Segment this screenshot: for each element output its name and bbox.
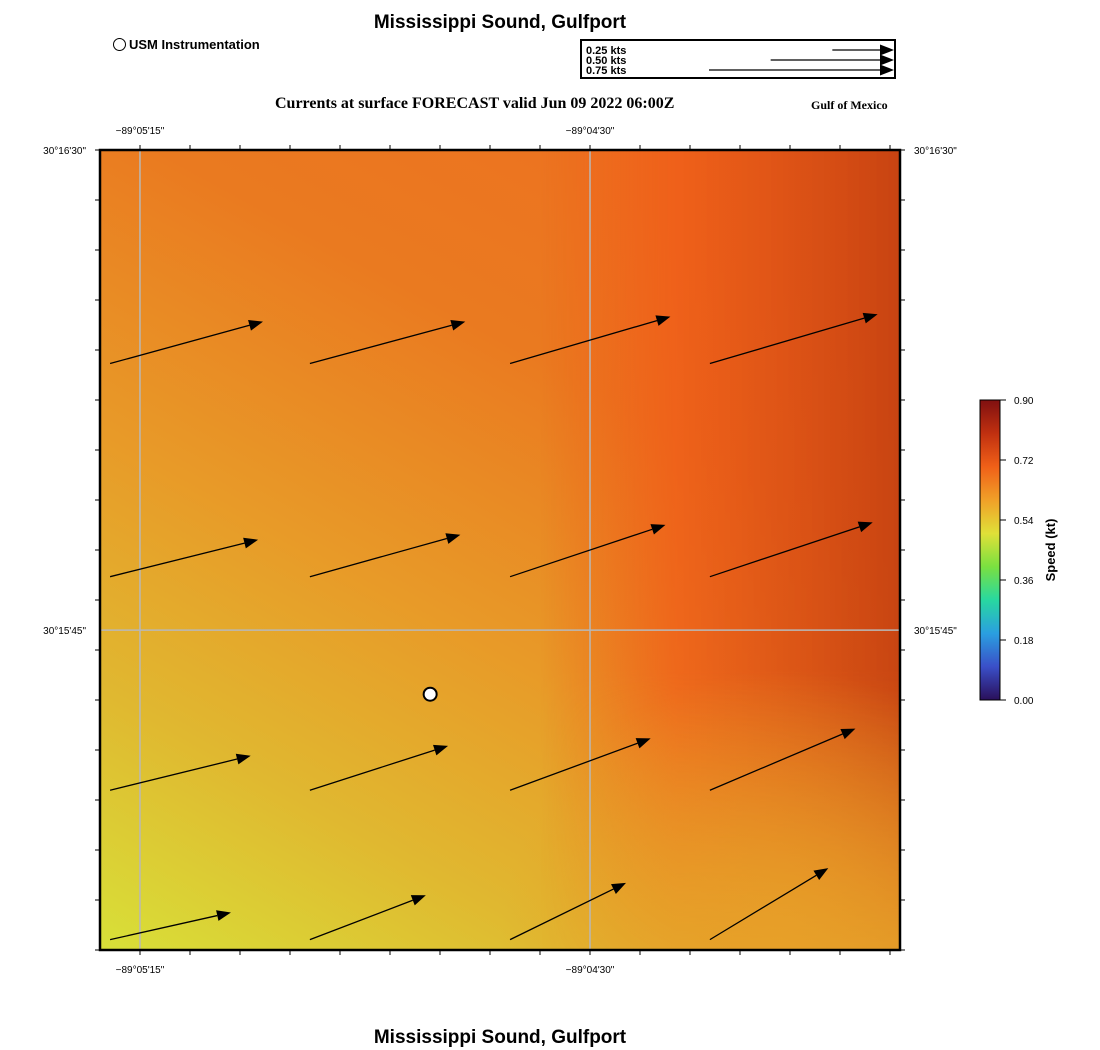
colorbar-tick-label-0: 0.90 (1014, 396, 1034, 407)
scale-arrow-2 (709, 64, 894, 76)
station-legend: USM Instrumentation (113, 37, 260, 52)
current-vector-11 (709, 728, 856, 791)
coordinate-labels: −89°05'15" −89°05'15" −89°04'30" −89°04'30"… (43, 126, 957, 976)
current-vector-10 (509, 738, 651, 791)
lat-label-left-1: 30°15'45" (43, 626, 86, 637)
scale-arrow-1 (770, 54, 894, 66)
colorbar-tick-label-2: 0.54 (1014, 516, 1034, 527)
current-vector-5 (309, 533, 461, 578)
scale-label-1: 0.50 kts (586, 55, 626, 67)
usm-station-marker[interactable] (422, 686, 438, 702)
current-vector-8 (109, 753, 251, 791)
scale-arrow-0 (832, 44, 894, 56)
colorbar-label: Speed (kt) (1043, 519, 1058, 582)
lat-label-left-0: 30°16'30" (43, 146, 86, 157)
current-vector-15 (709, 868, 829, 941)
lon-label-bottom-1: −89°04'30" (566, 965, 615, 976)
lon-label-top-1: −89°04'30" (566, 126, 615, 137)
lon-label-top-0: −89°05'15" (116, 126, 165, 137)
station-marker-icon (113, 38, 126, 51)
vector-scale-box (580, 39, 896, 79)
lat-label-right-1: 30°15'45" (914, 626, 957, 637)
lon-label-bottom-0: −89°05'15" (116, 965, 165, 976)
current-vector-6 (509, 524, 666, 578)
forecast-title: Currents at surface FORECAST valid Jun 0… (275, 95, 675, 112)
colorbar-tick-label-3: 0.36 (1014, 576, 1034, 587)
current-vector-9 (309, 744, 449, 791)
current-vector-14 (509, 882, 627, 941)
current-vector-13 (309, 895, 426, 941)
speed-field (100, 150, 900, 950)
colorbar: 0.90 0.72 0.54 0.36 0.18 0.00 Speed (kt) (979, 396, 1058, 707)
station-legend-label: USM Instrumentation (129, 37, 260, 52)
footer-title: Mississippi Sound, Gulfport (373, 1027, 627, 1048)
map-frame (98, 148, 902, 952)
colorbar-tick-label-1: 0.72 (1014, 456, 1034, 467)
scale-label-2: 0.75 kts (586, 65, 626, 77)
colorbar-scale (979, 399, 1001, 701)
current-vector-12 (109, 910, 231, 941)
colorbar-tick-label-5: 0.00 (1014, 696, 1034, 707)
current-vector-7 (709, 521, 873, 578)
current-vector-1 (309, 319, 466, 365)
scale-label-0: 0.25 kts (586, 45, 626, 57)
map-title: Mississippi Sound, Gulfport (373, 12, 627, 33)
map: −89°05'15" −89°05'15" −89°04'30" −89°04'30"… (43, 126, 957, 976)
current-vector-4 (109, 537, 259, 578)
current-vector-0 (109, 320, 264, 365)
current-vector-3 (709, 312, 878, 365)
colorbar-tick-label-4: 0.18 (1014, 636, 1034, 647)
current-vectors (109, 312, 878, 941)
region-label: Gulf of Mexico (811, 98, 888, 112)
lat-label-right-0: 30°16'30" (914, 146, 957, 157)
current-vector-2 (509, 315, 671, 365)
